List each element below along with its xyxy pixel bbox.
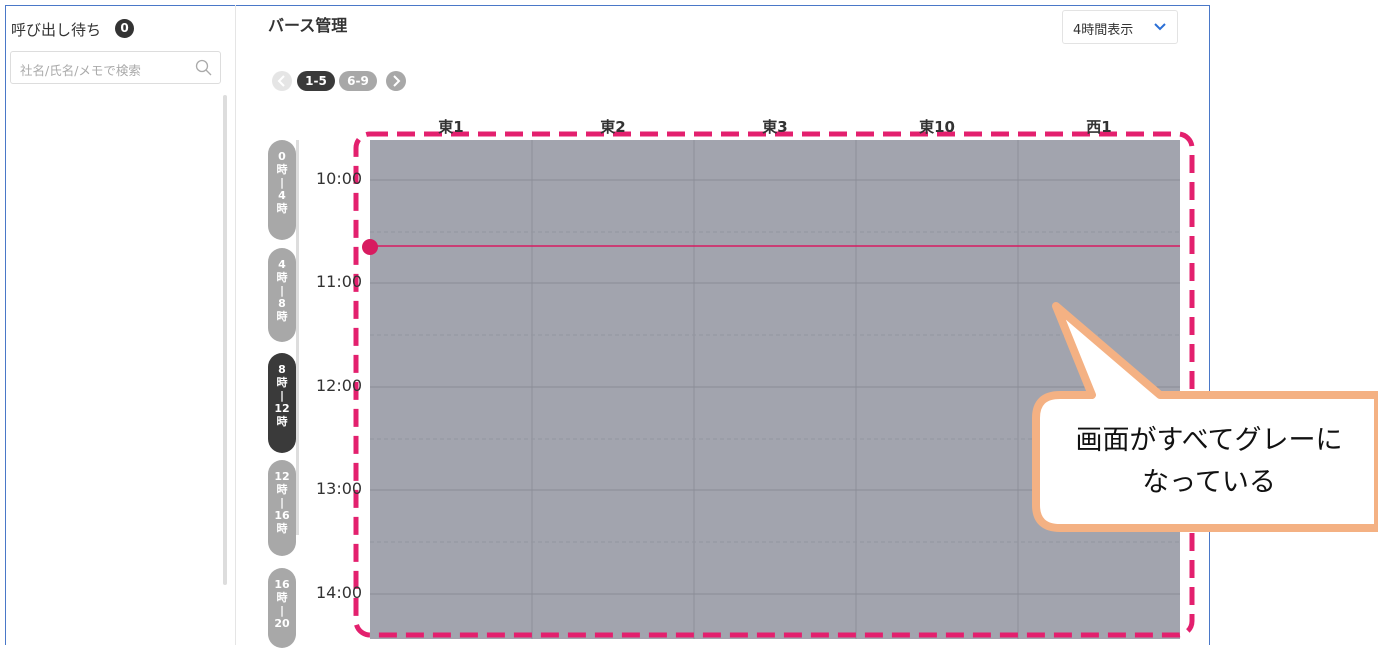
berth-header: 東10 bbox=[919, 118, 955, 136]
time-tab-char: 時 bbox=[276, 376, 288, 389]
chevron bbox=[1154, 23, 1166, 31]
time-tab-char: 時 bbox=[276, 591, 288, 604]
time-tab[interactable]: 4 時 | 8 時 bbox=[268, 248, 296, 342]
time-tab-char: | bbox=[279, 604, 285, 617]
callout-text: 画面がすべてグレーに なっている bbox=[1040, 420, 1378, 504]
time-label: 12:00 bbox=[316, 376, 363, 395]
berth-header: 東1 bbox=[438, 118, 464, 136]
callout-line: なっている bbox=[1142, 467, 1276, 498]
view-select[interactable]: 4時間表示 bbox=[1062, 10, 1178, 44]
berth-header: 東3 bbox=[762, 118, 788, 136]
search-icon bbox=[195, 59, 212, 76]
time-tab-char: 時 bbox=[276, 202, 288, 215]
time-tab[interactable]: 12 時 | 16 時 bbox=[268, 460, 296, 556]
time-tab-char: 時 bbox=[276, 483, 288, 496]
time-tab-char: | bbox=[279, 389, 285, 402]
sidebar-title: 呼び出し待ち bbox=[11, 21, 102, 39]
time-tab-char: 8 bbox=[278, 363, 286, 376]
view-select-label: 4時間表示 bbox=[1073, 23, 1134, 38]
time-tab-char: 16 bbox=[274, 509, 290, 522]
time-tab-char: | bbox=[279, 176, 285, 189]
time-tab-char: | bbox=[279, 496, 285, 509]
tab-scrollbar bbox=[296, 140, 299, 535]
next-page[interactable] bbox=[385, 71, 407, 93]
time-tab-char: 4 bbox=[278, 189, 286, 202]
current-time-dot bbox=[362, 239, 378, 255]
grey-overlay bbox=[370, 140, 1180, 639]
time-tab-char: 8 bbox=[278, 297, 286, 310]
time-tab[interactable]: 0 時 | 4 時 bbox=[268, 140, 296, 240]
scrollbar bbox=[223, 95, 227, 585]
callout-line: 画面がすべてグレーに bbox=[1075, 425, 1343, 456]
berth-header: 東2 bbox=[600, 118, 626, 136]
time-tab-char: | bbox=[279, 284, 285, 297]
page-button[interactable]: 1-5 bbox=[297, 71, 335, 91]
sidebar: 呼び出し待ち 0 社名/氏名/メモで検索 bbox=[5, 5, 236, 645]
time-label: 10:00 bbox=[316, 169, 363, 188]
time-label: 13:00 bbox=[316, 479, 363, 498]
time-tab-char: 16 bbox=[274, 578, 290, 591]
prev-page[interactable] bbox=[271, 71, 293, 93]
time-tab[interactable]: 16 時 | 20 bbox=[268, 568, 296, 648]
time-tab-char: 20 bbox=[274, 617, 290, 630]
time-tab-char: 時 bbox=[276, 163, 288, 176]
time-tab-char: 時 bbox=[276, 310, 288, 323]
time-tab-char: 時 bbox=[276, 415, 288, 428]
time-tab-char: 4 bbox=[278, 258, 286, 271]
page-button[interactable]: 6-9 bbox=[339, 71, 377, 91]
time-label: 14:00 bbox=[316, 583, 363, 602]
badge: 0 bbox=[115, 19, 134, 38]
berth-header: 西1 bbox=[1086, 118, 1112, 136]
time-label: 11:00 bbox=[316, 272, 363, 291]
time-tab-char: 時 bbox=[276, 522, 288, 535]
time-tab[interactable]: 8 時 | 12 時 bbox=[268, 353, 296, 453]
time-tab-char: 0 bbox=[278, 150, 286, 163]
search-placeholder: 社名/氏名/メモで検索 bbox=[20, 63, 141, 78]
time-tab-char: 時 bbox=[276, 271, 288, 284]
time-tab-char: 12 bbox=[274, 402, 290, 415]
search-box[interactable]: 社名/氏名/メモで検索 bbox=[10, 51, 221, 84]
page-title: バース管理 bbox=[268, 16, 348, 35]
time-tab-char: 12 bbox=[274, 470, 290, 483]
